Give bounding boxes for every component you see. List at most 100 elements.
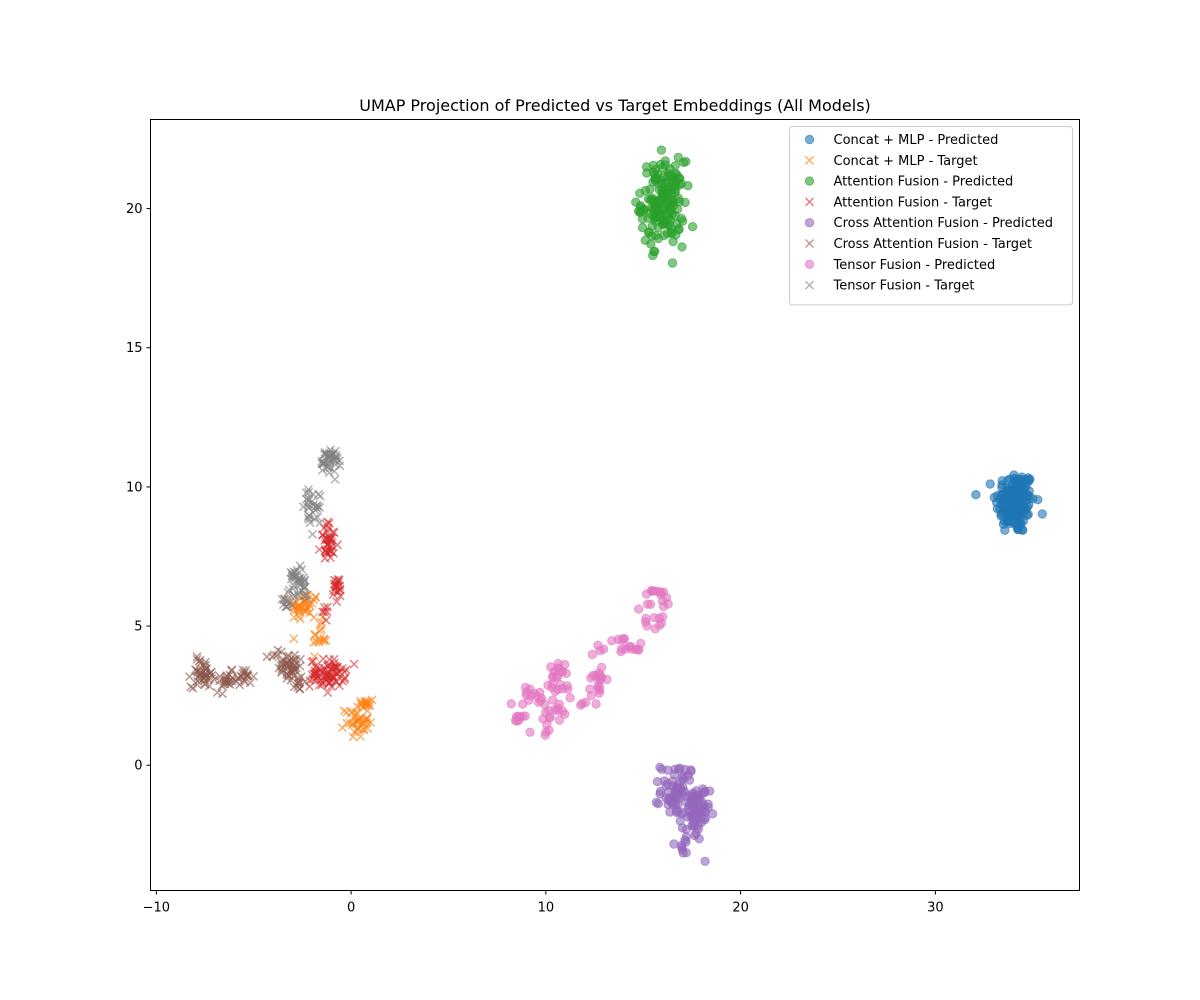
point-attention-fusion-predicted [667, 258, 678, 268]
point-tensor-fusion-target [305, 518, 315, 528]
x-tick-label: 20 [732, 901, 749, 916]
point-concat-mlp-target [358, 724, 368, 734]
point-attention-fusion-predicted [673, 152, 683, 163]
point-cross-attention-fusion-target [288, 664, 298, 675]
point-tensor-fusion-predicted [591, 699, 601, 709]
point-tensor-fusion-predicted [554, 715, 565, 725]
point-concat-mlp-predicted [997, 482, 1007, 493]
point-concat-mlp-target [289, 605, 299, 615]
point-cross-attention-fusion-predicted [689, 820, 699, 830]
legend-label: Tensor Fusion - Predicted [833, 258, 996, 273]
point-concat-mlp-target [289, 634, 299, 644]
axis-ticks: −10 0 10 20 30 0 5 10 15 20 [126, 202, 944, 915]
point-concat-mlp-predicted [1011, 501, 1021, 511]
point-cross-attention-fusion-predicted [673, 783, 683, 794]
legend-label: Tensor Fusion - Target [833, 279, 975, 294]
point-tensor-fusion-predicted [591, 670, 601, 681]
point-tensor-fusion-target [325, 463, 335, 473]
x-tick-label: 10 [538, 901, 555, 916]
point-concat-mlp-target [367, 695, 377, 705]
point-tensor-fusion-predicted [506, 699, 516, 709]
point-concat-mlp-target [345, 718, 355, 728]
point-tensor-fusion-predicted [631, 644, 641, 655]
point-tensor-fusion-predicted [633, 604, 644, 614]
point-concat-mlp-target [316, 617, 326, 627]
point-tensor-fusion-target [294, 575, 304, 585]
point-cross-attention-fusion-predicted [652, 776, 663, 787]
point-tensor-fusion-target [313, 501, 323, 511]
point-attention-fusion-target [330, 582, 340, 592]
point-tensor-fusion-target [277, 594, 287, 604]
point-tensor-fusion-target [317, 465, 327, 475]
point-attention-fusion-target [324, 654, 335, 665]
point-concat-mlp-target [294, 607, 304, 617]
point-tensor-fusion-predicted [544, 713, 555, 723]
point-concat-mlp-target [316, 624, 327, 634]
point-attention-fusion-predicted [659, 215, 669, 226]
point-cross-attention-fusion-predicted [669, 839, 679, 849]
point-tensor-fusion-predicted [518, 699, 528, 709]
point-attention-fusion-predicted [687, 222, 698, 232]
point-attention-fusion-predicted [635, 202, 646, 213]
series-cross-attention-fusion-predicted [651, 762, 718, 866]
point-cross-attention-fusion-target [192, 665, 202, 676]
point-cross-attention-fusion-target [293, 682, 303, 692]
point-cross-attention-fusion-target [295, 661, 305, 671]
point-tensor-fusion-target [278, 600, 288, 610]
point-cross-attention-fusion-predicted [694, 809, 705, 819]
point-tensor-fusion-predicted [593, 640, 603, 650]
point-tensor-fusion-target [335, 461, 345, 471]
point-tensor-fusion-target [330, 474, 340, 484]
point-attention-fusion-target [323, 687, 333, 698]
legend-marker-tensor-fusion-target [804, 280, 815, 290]
point-attention-fusion-predicted [676, 178, 686, 189]
point-concat-mlp-predicted [1016, 486, 1026, 497]
point-tensor-fusion-target [315, 491, 325, 501]
point-tensor-fusion-target [324, 453, 334, 463]
point-cross-attention-fusion-predicted [694, 834, 704, 844]
point-cross-attention-fusion-target [240, 677, 250, 687]
point-tensor-fusion-target [304, 487, 314, 497]
point-attention-fusion-target [319, 607, 329, 617]
point-cross-attention-fusion-target [212, 687, 222, 698]
point-cross-attention-fusion-predicted [700, 856, 710, 866]
point-concat-mlp-target [353, 715, 363, 725]
legend-label: Cross Attention Fusion - Target [834, 237, 1033, 252]
point-attention-fusion-predicted [642, 168, 652, 178]
point-cross-attention-fusion-predicted [683, 803, 694, 813]
y-tick-label: 0 [134, 759, 142, 774]
point-tensor-fusion-target [310, 505, 321, 515]
point-attention-fusion-predicted [650, 173, 661, 184]
point-cross-attention-fusion-predicted [674, 793, 685, 803]
legend-label: Attention Fusion - Target [834, 195, 993, 210]
legend: Concat + MLP - Predicted Concat + MLP - T… [789, 126, 1073, 306]
point-tensor-fusion-predicted [576, 700, 586, 710]
point-tensor-fusion-predicted [520, 682, 531, 693]
point-concat-mlp-target [351, 716, 361, 726]
point-attention-fusion-target [327, 542, 337, 552]
point-cross-attention-fusion-predicted [686, 765, 696, 775]
point-tensor-fusion-target [303, 513, 313, 523]
series-tensor-fusion-target [277, 445, 345, 612]
point-attention-fusion-target [322, 539, 332, 549]
point-tensor-fusion-predicted [594, 684, 604, 694]
point-tensor-fusion-predicted [650, 586, 660, 596]
point-tensor-fusion-target [297, 586, 307, 596]
point-attention-fusion-target [324, 672, 334, 682]
legend-label: Cross Attention Fusion - Predicted [834, 216, 1053, 231]
point-cross-attention-fusion-target [192, 654, 202, 664]
point-attention-fusion-predicted [648, 250, 658, 261]
legend-marker-cross-attention-fusion-predicted [804, 218, 815, 228]
legend-marker-attention-fusion-target [804, 197, 815, 207]
point-concat-mlp-target [366, 717, 376, 727]
y-tick-label: 10 [126, 480, 143, 495]
point-tensor-fusion-predicted [547, 695, 558, 705]
point-attention-fusion-target [317, 680, 327, 690]
point-concat-mlp-target [304, 598, 314, 608]
point-attention-fusion-target [349, 659, 359, 669]
point-concat-mlp-target [358, 702, 368, 712]
point-concat-mlp-target [358, 699, 368, 709]
point-concat-mlp-predicted [1011, 519, 1022, 529]
point-attention-fusion-target [332, 582, 342, 592]
